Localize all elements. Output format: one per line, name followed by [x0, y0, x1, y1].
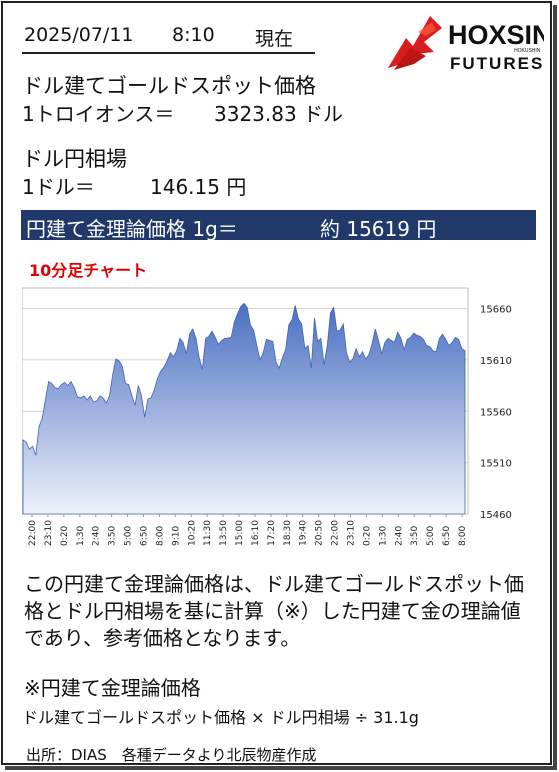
y-tick-label: 15610 — [480, 356, 512, 367]
theoretical-price-value: 約 15619 円 — [320, 217, 437, 241]
description: この円建て金理論価格は、ドル建てゴールドスポット価格とドル円相場を基に計算（※）… — [24, 572, 524, 650]
x-tick-label: 2:40 — [394, 526, 404, 546]
logo-brand: HOXSIN — [448, 20, 544, 50]
source: 出所：DIAS 各種データより北辰物産作成 — [26, 746, 317, 764]
date: 2025/07/11 — [24, 24, 134, 46]
series-area — [22, 302, 466, 515]
y-tick-label: 15560 — [480, 407, 512, 418]
gold-price: 3323.83 ドル — [214, 102, 344, 126]
x-tick-label: 18:30 — [283, 520, 293, 546]
fx-rate: 146.15 円 — [150, 175, 247, 199]
note-title: ※円建て金理論価格 — [24, 676, 201, 700]
logo-mark-icon — [388, 16, 442, 70]
now-label: 現在 — [255, 28, 294, 50]
x-tick-label: 0:20 — [362, 526, 372, 546]
hoxsin-futures-logo: HOXSIN HOKUSHIN FUTURES — [388, 16, 544, 73]
x-tick-label: 20:50 — [315, 520, 325, 546]
x-tick-label: 22:00 — [28, 520, 38, 546]
x-tick-label: 11:30 — [203, 520, 213, 546]
x-tick-label: 15:00 — [235, 520, 245, 546]
x-tick-label: 1:30 — [76, 526, 86, 546]
y-tick-label: 15510 — [480, 459, 512, 470]
x-tick-label: 16:10 — [251, 520, 261, 546]
theoretical-price-label: 円建て金理論価格 1g＝ — [26, 217, 238, 241]
fx-unit: 1ドル＝ — [22, 175, 95, 199]
y-tick-label: 15660 — [480, 305, 512, 316]
logo-small: HOKUSHIN — [514, 48, 541, 54]
date-underline — [22, 26, 315, 54]
y-tick-label: 15460 — [480, 510, 512, 521]
chart-title: 10分足チャート — [29, 261, 148, 280]
x-tick-label: 17:20 — [267, 520, 277, 546]
card-shadow-bottom — [5, 766, 557, 770]
x-tick-label: 23:10 — [347, 520, 357, 546]
gold-unit: 1トロイオンス＝ — [22, 102, 175, 126]
fx-label: ドル円相場 — [22, 147, 127, 171]
x-tick-label: 10:20 — [187, 520, 197, 546]
x-tick-label: 13:50 — [219, 520, 229, 546]
x-tick-label: 9:10 — [171, 526, 181, 546]
price-chart: 15460 15510 15560 15610 15660 22:00 23:10 0:20… — [22, 287, 512, 546]
x-tick-label: 2:40 — [92, 526, 102, 546]
x-tick-label: 0:20 — [60, 526, 70, 546]
x-tick-label: 22:00 — [331, 520, 341, 546]
logo-sub: FUTURES — [450, 54, 544, 73]
gold-price-label: ドル建てゴールドスポット価格 — [22, 74, 316, 98]
x-tick-label: 23:10 — [44, 520, 54, 546]
x-tick-label: 6:50 — [442, 526, 452, 546]
x-tick-label: 8:00 — [458, 526, 468, 546]
x-tick-label: 6:50 — [139, 526, 149, 546]
x-tick-label: 19:40 — [299, 520, 309, 546]
x-tick-label: 8:00 — [155, 526, 165, 546]
card-frame — [1, 1, 552, 765]
time: 8:10 — [172, 24, 215, 46]
note-formula: ドル建てゴールドスポット価格 × ドル円相場 ÷ 31.1g — [22, 708, 419, 727]
x-tick-label: 3:50 — [108, 526, 118, 546]
x-tick-label: 5:00 — [426, 526, 436, 546]
theoretical-price-banner — [21, 210, 536, 240]
x-tick-label: 3:50 — [410, 526, 420, 546]
x-tick-label: 5:00 — [124, 526, 134, 546]
x-tick-label: 1:30 — [378, 526, 388, 546]
card-shadow-right — [553, 5, 557, 769]
